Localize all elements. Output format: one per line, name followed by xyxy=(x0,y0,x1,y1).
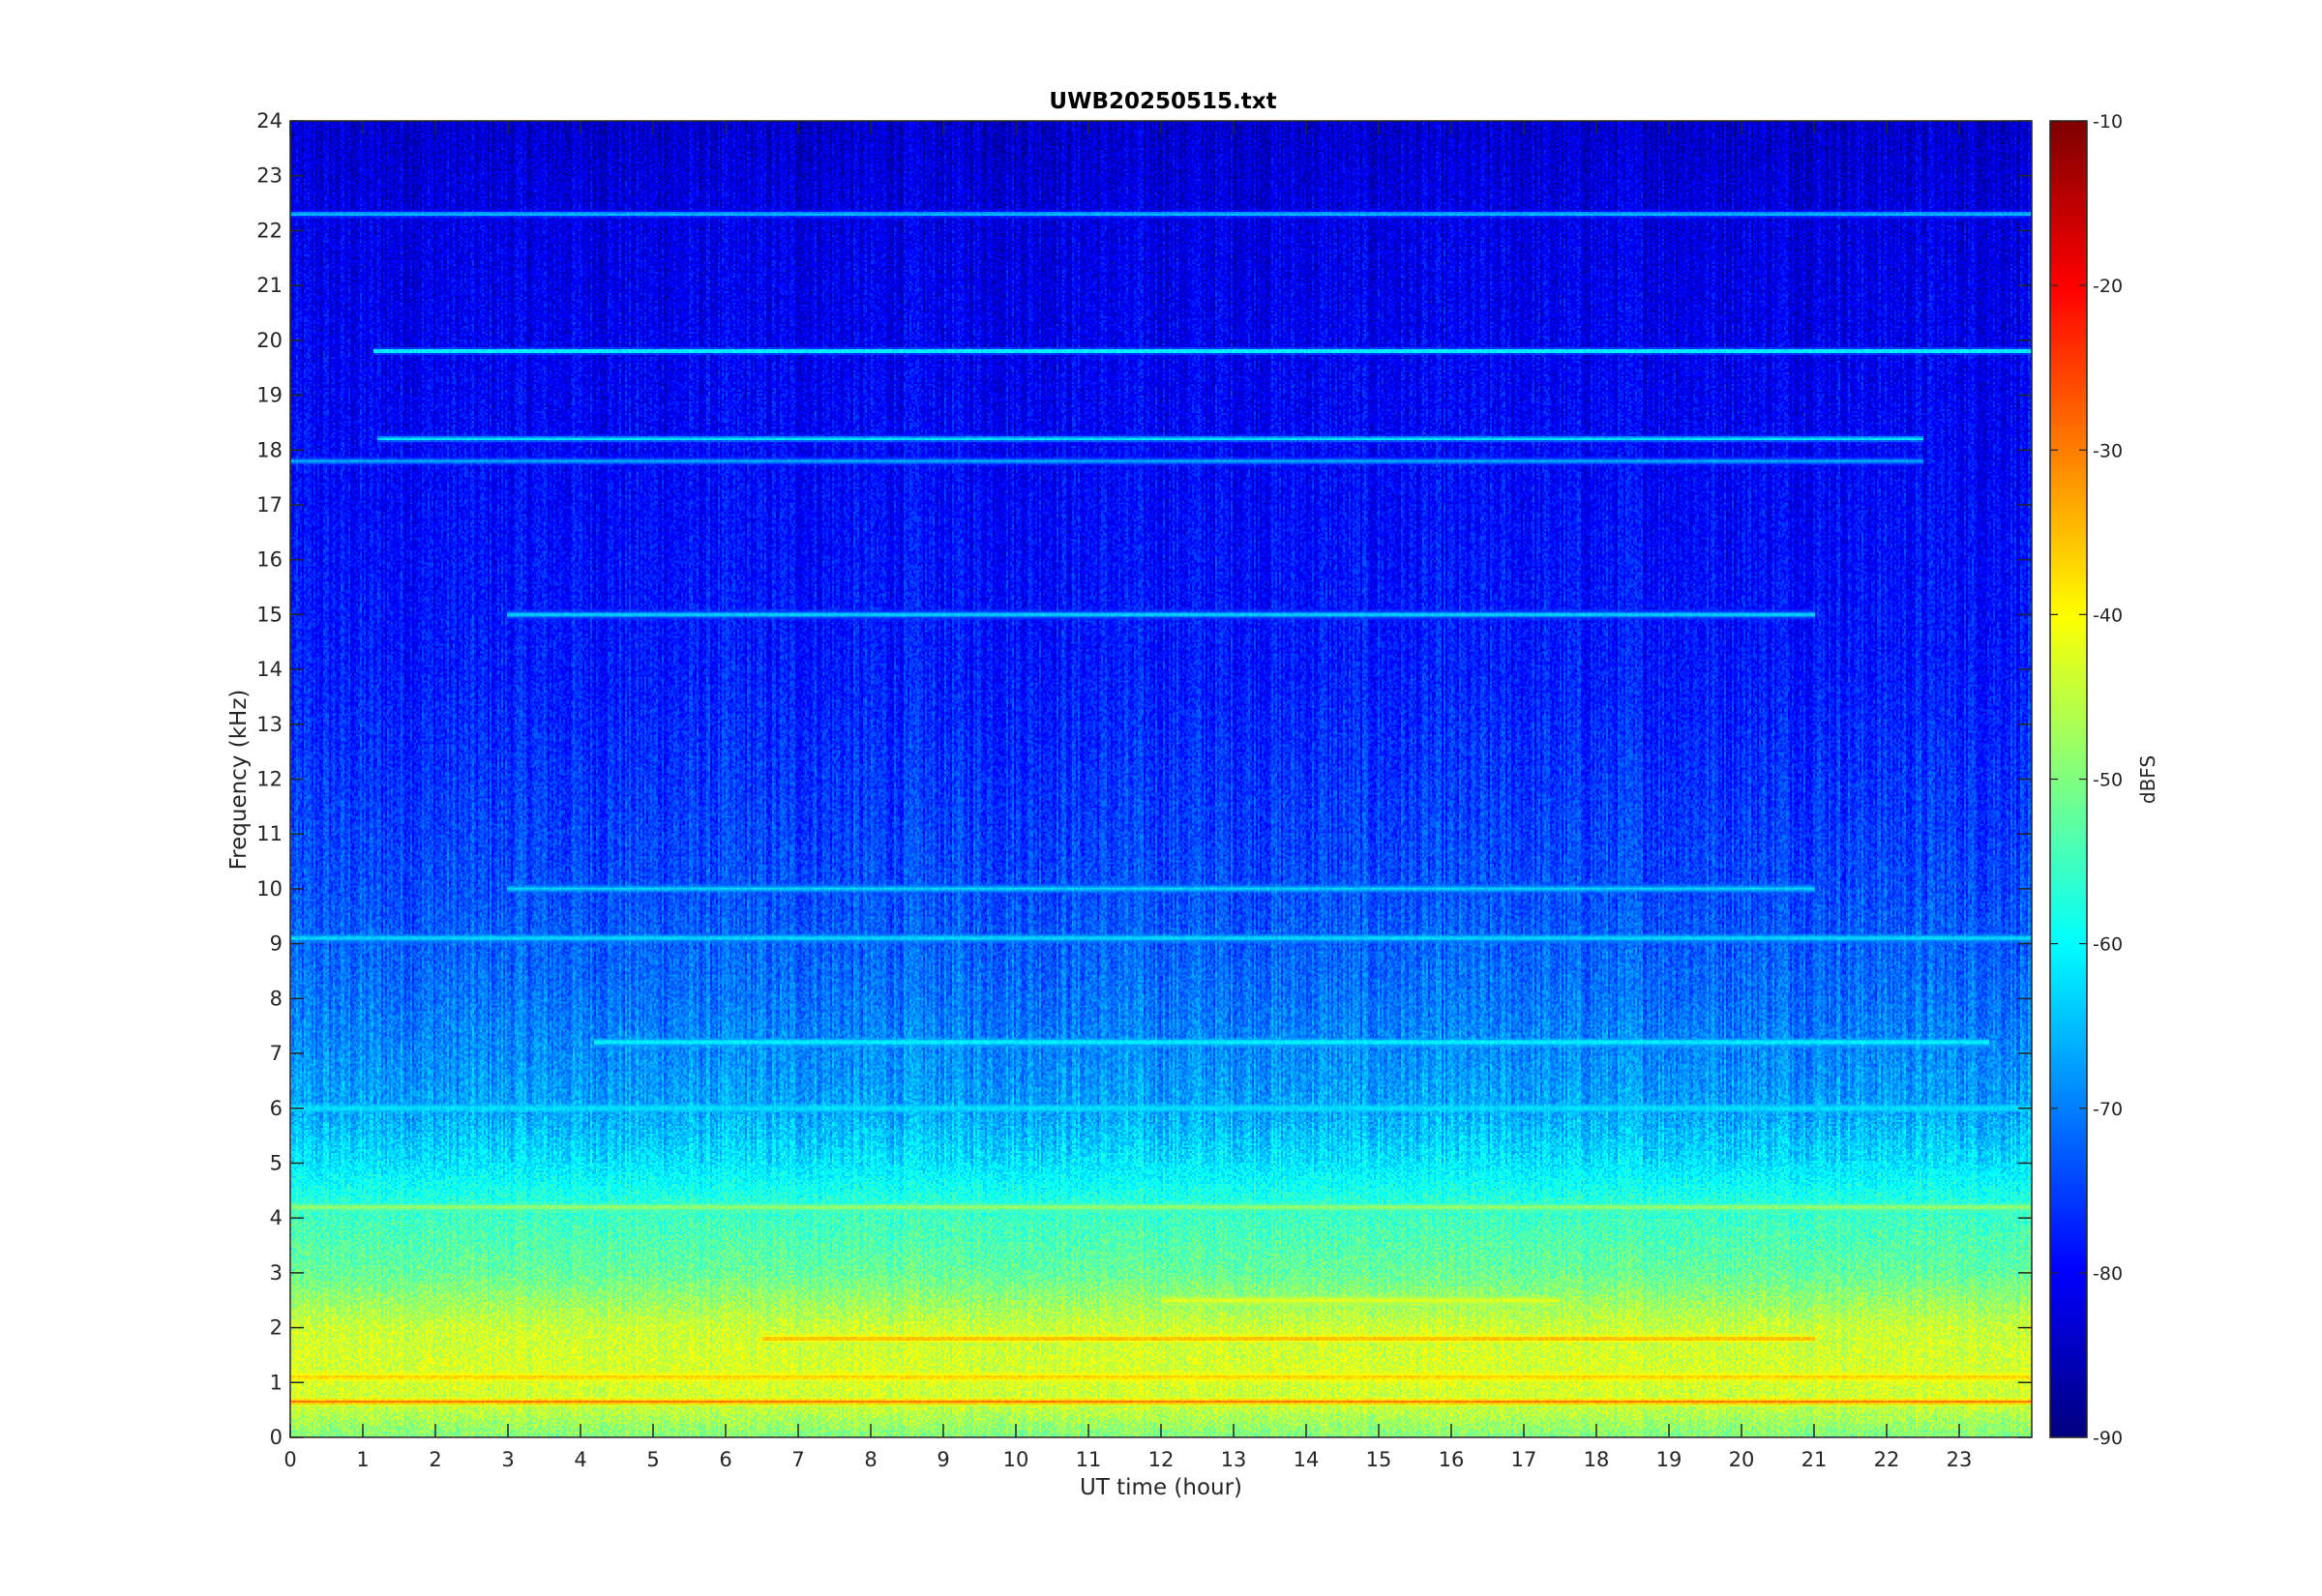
x-tick-label: 8 xyxy=(864,1448,877,1471)
x-tick-label: 10 xyxy=(1003,1448,1029,1471)
x-tick-label: 13 xyxy=(1221,1448,1247,1471)
x-axis: 0 1 2 3 4 5 6 7 8 9 10 11 12 13 14 15 16 17 18 19 20 21 22 23 xyxy=(283,121,1972,1471)
chart-title: UWB20250515.txt xyxy=(1049,89,1276,114)
y-tick-label: 17 xyxy=(256,493,283,517)
y-tick-label: 0 xyxy=(270,1426,283,1449)
spectrogram-heatmap xyxy=(290,121,2032,1437)
x-tick-label: 2 xyxy=(429,1448,441,1471)
colorbar-tick-label: -60 xyxy=(2093,934,2123,956)
y-tick-label: 21 xyxy=(256,274,283,297)
colorbar-tick-label: -30 xyxy=(2093,440,2123,461)
colorbar-tick-label: -70 xyxy=(2093,1099,2123,1120)
y-axis-label: Frequency (kHz) xyxy=(226,690,252,871)
x-tick-label: 19 xyxy=(1656,1448,1682,1471)
x-tick-label: 18 xyxy=(1584,1448,1610,1471)
x-tick-label: 15 xyxy=(1366,1448,1392,1471)
y-tick-label: 23 xyxy=(256,164,283,188)
x-tick-label: 4 xyxy=(574,1448,586,1471)
y-tick-label: 3 xyxy=(270,1261,283,1285)
colorbar-label: dBFS xyxy=(2136,755,2159,804)
y-tick-label: 7 xyxy=(270,1042,283,1065)
y-tick-label: 14 xyxy=(256,658,283,681)
x-tick-label: 17 xyxy=(1511,1448,1537,1471)
y-tick-label: 11 xyxy=(256,822,283,845)
y-tick-label: 16 xyxy=(256,548,283,572)
x-tick-label: 21 xyxy=(1801,1448,1828,1471)
x-axis-label: UT time (hour) xyxy=(1080,1475,1242,1500)
x-tick-label: 23 xyxy=(1947,1448,1973,1471)
x-tick-label: 5 xyxy=(646,1448,659,1471)
colorbar-tick-label: -80 xyxy=(2093,1263,2123,1285)
x-tick-label: 22 xyxy=(1874,1448,1900,1471)
colorbar-tick-label: -40 xyxy=(2093,605,2123,626)
colorbar-tick-label: -10 xyxy=(2093,111,2123,133)
x-tick-label: 0 xyxy=(283,1448,296,1471)
y-tick-label: 9 xyxy=(270,932,283,956)
x-tick-label: 14 xyxy=(1294,1448,1320,1471)
x-tick-label: 11 xyxy=(1076,1448,1102,1471)
colorbar-tick-label: -50 xyxy=(2093,770,2123,791)
y-tick-label: 1 xyxy=(270,1371,283,1394)
y-tick-label: 18 xyxy=(256,438,283,461)
x-tick-label: 9 xyxy=(937,1448,949,1471)
y-tick-label: 15 xyxy=(256,603,283,626)
y-tick-label: 19 xyxy=(256,384,283,407)
colorbar-axis: -90 -80 -70 -60 -50 -40 -30 -20 -10 xyxy=(2050,111,2123,1449)
y-tick-label: 20 xyxy=(256,329,283,352)
y-tick-label: 12 xyxy=(256,768,283,791)
colorbar-tick-label: -20 xyxy=(2093,276,2123,297)
y-tick-label: 24 xyxy=(256,109,283,133)
x-tick-label: 20 xyxy=(1729,1448,1755,1471)
y-tick-label: 8 xyxy=(270,987,283,1010)
x-tick-label: 7 xyxy=(791,1448,804,1471)
x-tick-label: 6 xyxy=(719,1448,731,1471)
y-tick-label: 22 xyxy=(256,219,283,242)
y-tick-label: 13 xyxy=(256,713,283,736)
colorbar-tick-label: -90 xyxy=(2093,1428,2123,1449)
spectrogram-plot-area xyxy=(290,121,2032,1437)
x-tick-label: 1 xyxy=(356,1448,369,1471)
x-tick-label: 12 xyxy=(1148,1448,1175,1471)
x-tick-label: 16 xyxy=(1439,1448,1465,1471)
x-tick-label: 3 xyxy=(501,1448,514,1471)
y-tick-label: 10 xyxy=(256,877,283,901)
y-tick-label: 2 xyxy=(270,1316,283,1340)
y-tick-label: 6 xyxy=(270,1097,283,1120)
y-tick-label: 4 xyxy=(270,1206,283,1229)
y-tick-label: 5 xyxy=(270,1151,283,1174)
